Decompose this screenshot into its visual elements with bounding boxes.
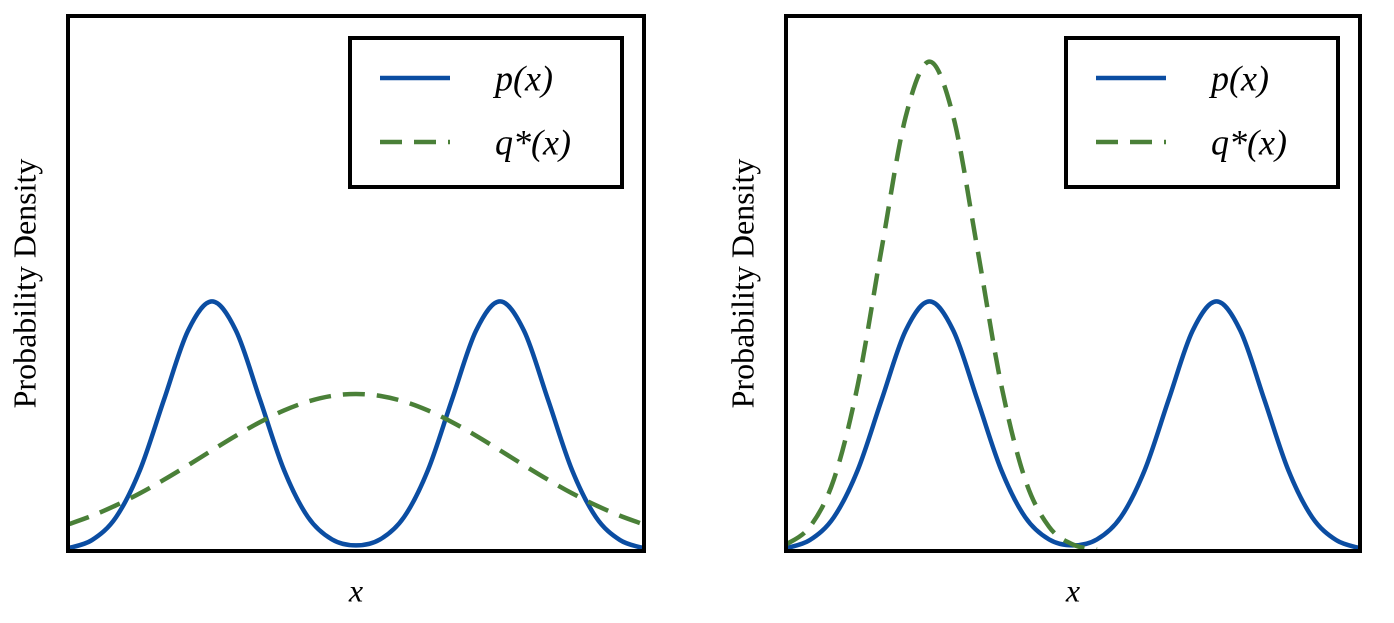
legend-label: q*(x) [495, 122, 571, 162]
line-series [784, 59, 1098, 552]
legend-box [1064, 36, 1340, 189]
x-axis-label: x [1065, 572, 1080, 608]
y-axis-label: Probability Density [6, 159, 42, 409]
legend-label: q*(x) [1211, 122, 1287, 162]
line-series [67, 299, 645, 551]
plot-frame [784, 14, 1362, 553]
legend-label: p(x) [1208, 58, 1269, 98]
legend-label: p(x) [492, 58, 553, 98]
legend-box [348, 36, 624, 189]
y-axis-label: Probability Density [724, 159, 760, 409]
plot-frame [66, 14, 646, 553]
line-series [67, 391, 645, 527]
line-series [785, 299, 1361, 551]
x-axis-label: x [348, 572, 363, 608]
